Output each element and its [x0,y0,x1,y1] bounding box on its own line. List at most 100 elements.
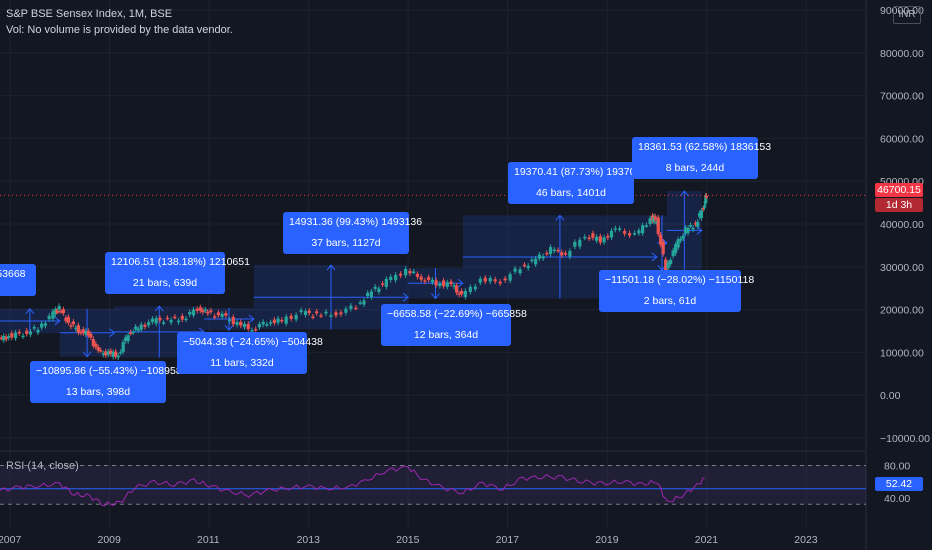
candle-body [654,222,658,224]
candle-body [119,351,123,354]
candle-body [498,281,502,284]
last-price-tag: 46700.15 [875,183,923,197]
candle-body [488,277,492,282]
candle-body [389,276,393,280]
candle-body [69,325,73,327]
measure-box-4: 14931.36 (99.43%) 1493136 37 bars, 1127d [283,212,422,254]
candle-body [25,330,29,334]
candle-body [303,311,308,315]
candle-body [147,322,151,326]
x-tick-label: 2017 [496,534,520,546]
candle-body [508,274,512,281]
candle-body [56,311,60,313]
rsi-tick-label: 40.00 [884,493,910,505]
measure-line1: −5044.38 (−24.65%) −504438 [183,336,323,348]
candle-body [595,236,599,241]
y-tick-label: 40000.00 [880,219,924,231]
candle-body [206,311,210,314]
candle-body [423,280,427,282]
candle-body [129,332,133,334]
candle-body [384,278,388,287]
candle-body [91,338,95,346]
candle-body [358,302,362,304]
measure-line1: 12106.51 (138.18%) 1210651 [111,256,250,268]
candle-body [180,315,184,320]
candle-body [294,314,298,320]
candle-body [94,343,98,348]
candle-body [699,210,704,219]
candle-body [693,223,698,225]
candle-body [552,249,556,251]
candle-body [158,317,162,321]
candle-body [661,241,665,255]
candle-body [227,319,232,322]
candle-body [81,329,85,334]
candle-body [269,322,273,324]
rsi-value-tag: 52.42 [875,477,923,491]
candle-body [89,333,93,338]
candle-body [366,292,370,297]
y-tick-label: 20000.00 [880,305,924,317]
candle-body [154,318,158,324]
candle-body [280,319,284,322]
measure-line2: 37 bars, 1127d [311,237,381,249]
y-tick-label: 80000.00 [880,48,924,60]
range-arrow [25,307,35,315]
candle-body [165,317,169,320]
range-arrow [224,324,234,331]
candle-body [143,324,147,327]
candle-body [408,270,412,274]
candle-body [74,327,78,330]
range-arrow [457,278,464,288]
candle-body [43,323,48,326]
measure-box-7: −11501.18 (−28.02%) −1150118 2 bars, 61d [599,270,754,312]
candle-body [40,323,44,328]
candle-body [0,337,3,340]
currency-badge[interactable]: INR [893,6,921,24]
candle-body [265,324,269,326]
measure-line1: 553668 [0,268,26,280]
candle-body [169,319,173,323]
candle-body [587,237,591,240]
candle-body [284,316,288,324]
candle-body [299,310,303,312]
candle-body [116,355,120,358]
candle-body [598,236,602,243]
candle-body [573,241,577,247]
candle-body [101,353,105,355]
candle-body [254,329,258,331]
candle-body [644,225,648,227]
candle-body [84,330,88,335]
candle-body [602,237,606,243]
candle-body [362,300,366,305]
candle-body [203,309,207,311]
candle-body [399,273,403,276]
candle-body [216,312,220,316]
rsi-tick-label: 80.00 [884,461,910,473]
candle-body [563,252,568,255]
rsi-line [0,465,705,507]
candle-body [319,315,323,317]
y-tick-label: 10000.00 [880,347,924,359]
candle-body [311,316,315,318]
candle-body [369,291,374,298]
candle-body [683,227,688,234]
candle-body [272,319,276,324]
candle-body [591,233,595,238]
measure-box-1: −10895.86 (−55.43%) −1089586 13 bars, 39… [30,361,188,403]
countdown-tag: 1d 3h [875,198,923,212]
candle-body [184,318,188,321]
candle-body [701,207,705,210]
y-tick-label: 60000.00 [880,133,924,145]
candle-body [176,320,181,323]
candle-body [513,268,517,272]
candle-body [457,293,461,295]
candle-body [109,350,113,354]
candle-body [195,308,199,311]
candle-body [548,247,553,255]
measure-line1: 19370.41 (87.73%) 1937041 [514,166,648,178]
candle-body [606,235,610,238]
range-arrow [431,293,440,300]
chart-title: S&P BSE Sensex Index, 1M, BSE [6,8,173,20]
